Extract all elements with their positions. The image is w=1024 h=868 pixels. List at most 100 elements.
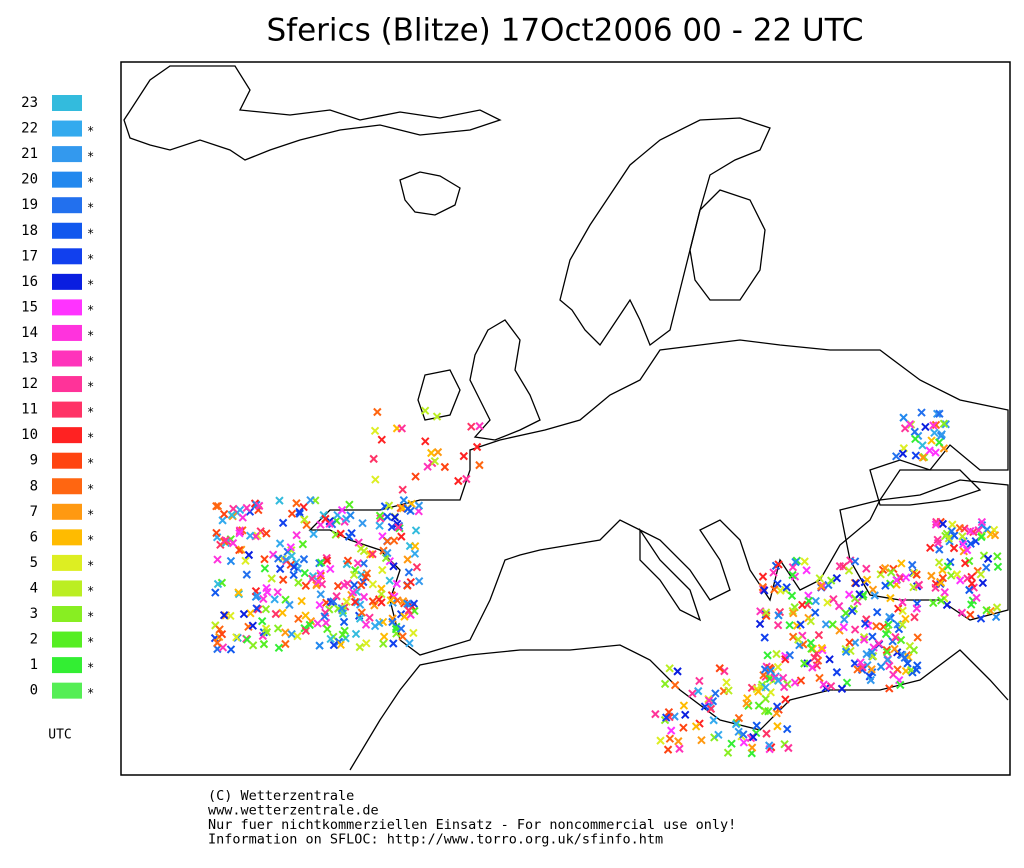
- strike: [856, 658, 865, 667]
- strike: [287, 509, 297, 518]
- strike: [785, 650, 795, 660]
- legend-swatch: [52, 120, 82, 137]
- strike: [665, 734, 675, 743]
- strike: [211, 588, 220, 597]
- legend-hour: 19: [21, 197, 38, 213]
- strike: [316, 590, 325, 599]
- strike: [350, 580, 359, 590]
- strike: [235, 545, 244, 555]
- strike: [881, 629, 891, 639]
- strike: [932, 517, 941, 527]
- strike: [880, 563, 890, 573]
- strike: [815, 673, 824, 683]
- strike: [253, 591, 262, 600]
- strike: [467, 422, 476, 431]
- strike: [977, 517, 987, 527]
- legend-hour: 11: [21, 402, 38, 418]
- strike: [814, 630, 824, 640]
- legend-swatch: [52, 376, 82, 393]
- strike: [219, 611, 229, 620]
- strike: [967, 579, 977, 588]
- legend-mark: *: [87, 686, 94, 700]
- strike: [806, 638, 816, 648]
- strike: [967, 600, 976, 609]
- legend-hour: 5: [30, 555, 38, 571]
- strike: [850, 625, 860, 634]
- strike: [386, 596, 395, 605]
- strike: [289, 570, 298, 580]
- strike: [972, 593, 981, 603]
- legend-swatch: [52, 529, 82, 546]
- strike: [821, 620, 831, 629]
- strike: [958, 532, 967, 541]
- strike: [824, 580, 833, 590]
- strike: [281, 639, 290, 649]
- strike: [810, 608, 820, 617]
- strike: [414, 576, 424, 586]
- legend-swatch: [52, 401, 82, 418]
- strike: [345, 500, 354, 509]
- strike: [855, 590, 864, 599]
- legend-mark: *: [87, 507, 94, 521]
- strike: [925, 446, 934, 455]
- legend-hour: 20: [21, 172, 38, 188]
- strike: [917, 408, 926, 417]
- strike: [681, 710, 690, 719]
- strike: [739, 730, 748, 739]
- strike: [274, 554, 283, 563]
- strike: [774, 611, 783, 620]
- legend-swatch: [52, 197, 82, 214]
- strike: [213, 501, 223, 511]
- strike: [398, 485, 407, 494]
- strike: [912, 604, 921, 613]
- strike: [749, 732, 758, 742]
- strike: [392, 579, 402, 589]
- strike: [412, 562, 422, 572]
- strike: [778, 673, 788, 683]
- strike: [433, 447, 443, 457]
- legend-hour: 3: [30, 606, 38, 622]
- strike: [385, 576, 394, 585]
- legend-hour: 12: [21, 376, 38, 392]
- africa-coast: [349, 644, 1009, 771]
- strike: [286, 543, 295, 552]
- strike: [976, 614, 986, 623]
- strike: [651, 709, 660, 719]
- strike: [384, 501, 394, 510]
- strike: [940, 588, 949, 597]
- strike: [866, 675, 875, 685]
- strike: [278, 575, 288, 584]
- strike: [710, 733, 719, 742]
- strike: [948, 520, 957, 529]
- strike: [783, 724, 792, 734]
- strike: [366, 550, 375, 559]
- legend-mark: *: [87, 405, 94, 419]
- strike: [788, 570, 797, 580]
- strike: [694, 686, 703, 696]
- strike: [275, 496, 284, 505]
- strike: [302, 520, 311, 530]
- strike: [891, 632, 900, 642]
- strike: [853, 665, 862, 674]
- strike: [368, 549, 377, 559]
- strike: [978, 578, 988, 588]
- strike: [353, 558, 363, 568]
- legend-mark: *: [87, 277, 94, 291]
- strike: [898, 598, 907, 607]
- strike: [955, 523, 965, 533]
- strike: [379, 632, 389, 641]
- strike: [403, 555, 412, 564]
- strike: [804, 596, 813, 606]
- strike: [912, 665, 921, 675]
- strike: [270, 595, 279, 604]
- legend-swatch: [52, 427, 82, 444]
- legend-swatch: [52, 657, 82, 674]
- strike: [966, 526, 975, 536]
- title: Sferics (Blitze) 17Oct2006 00 - 22 UTC: [267, 13, 864, 49]
- strike: [772, 709, 781, 718]
- strike: [872, 607, 882, 617]
- strike: [248, 621, 258, 630]
- strike: [670, 680, 680, 690]
- strike: [260, 555, 269, 564]
- strike: [390, 513, 400, 522]
